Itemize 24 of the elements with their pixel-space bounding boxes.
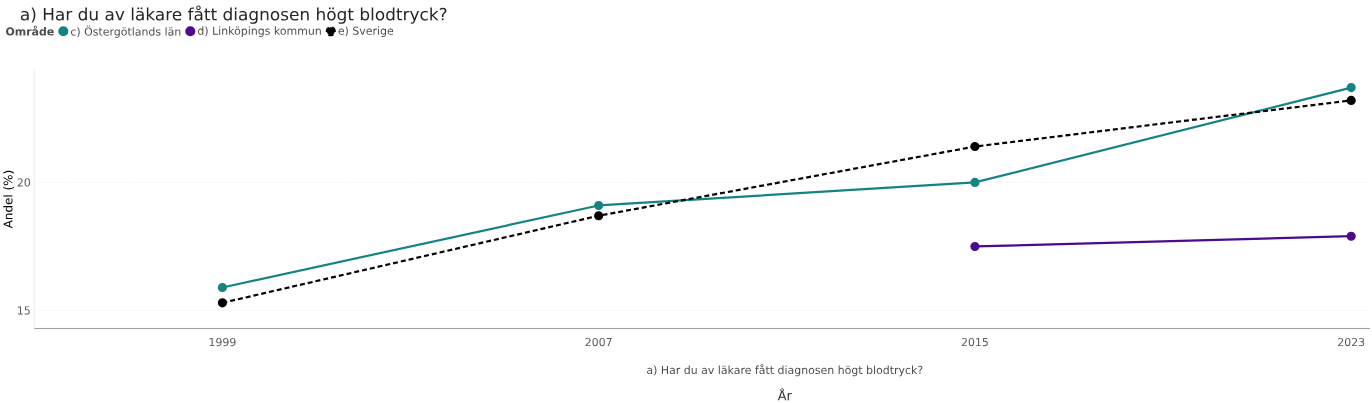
y-axis-title: Andel (%) (3, 170, 14, 228)
point (970, 177, 980, 187)
x-tick-label: 2007 (585, 337, 612, 346)
point (1346, 231, 1356, 241)
point (970, 141, 980, 151)
point (217, 282, 227, 292)
legend-label: e) Sverige (338, 26, 394, 37)
point (594, 210, 604, 221)
legend-label: c) Östergötlands län (70, 25, 181, 38)
y-tick-label: 15 (18, 306, 30, 315)
x-tick-label: 2023 (1338, 337, 1365, 346)
point (1346, 95, 1356, 105)
point (217, 298, 227, 308)
text: a) Har du av läkare fått diagnosen högt blodtryck? (647, 364, 923, 376)
point (970, 241, 980, 251)
point (1346, 82, 1356, 92)
x-tick-label: 1999 (209, 337, 236, 346)
x-axis-title: År (777, 387, 792, 400)
point (594, 200, 604, 210)
legend-title: Område (6, 25, 54, 36)
legend-label: d) Linköpings kommun (197, 26, 321, 37)
x-tick-label: 2015 (961, 337, 988, 346)
chart-title: a) Har du av läkare fått diagnosen högt blodtryck? (20, 5, 447, 24)
y-tick-label: 20 (17, 178, 31, 187)
